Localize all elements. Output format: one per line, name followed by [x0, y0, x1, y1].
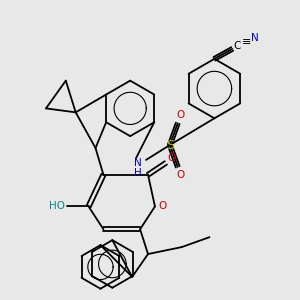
- Text: N: N: [134, 158, 142, 168]
- Text: H: H: [134, 168, 142, 178]
- Text: S: S: [166, 139, 174, 152]
- Text: ≡: ≡: [242, 37, 251, 47]
- Text: N: N: [251, 33, 259, 43]
- Text: O: O: [168, 153, 176, 163]
- Text: C: C: [233, 41, 241, 51]
- Text: HO: HO: [49, 202, 65, 212]
- Text: O: O: [159, 202, 167, 212]
- Text: O: O: [177, 170, 185, 180]
- Text: O: O: [177, 110, 185, 120]
